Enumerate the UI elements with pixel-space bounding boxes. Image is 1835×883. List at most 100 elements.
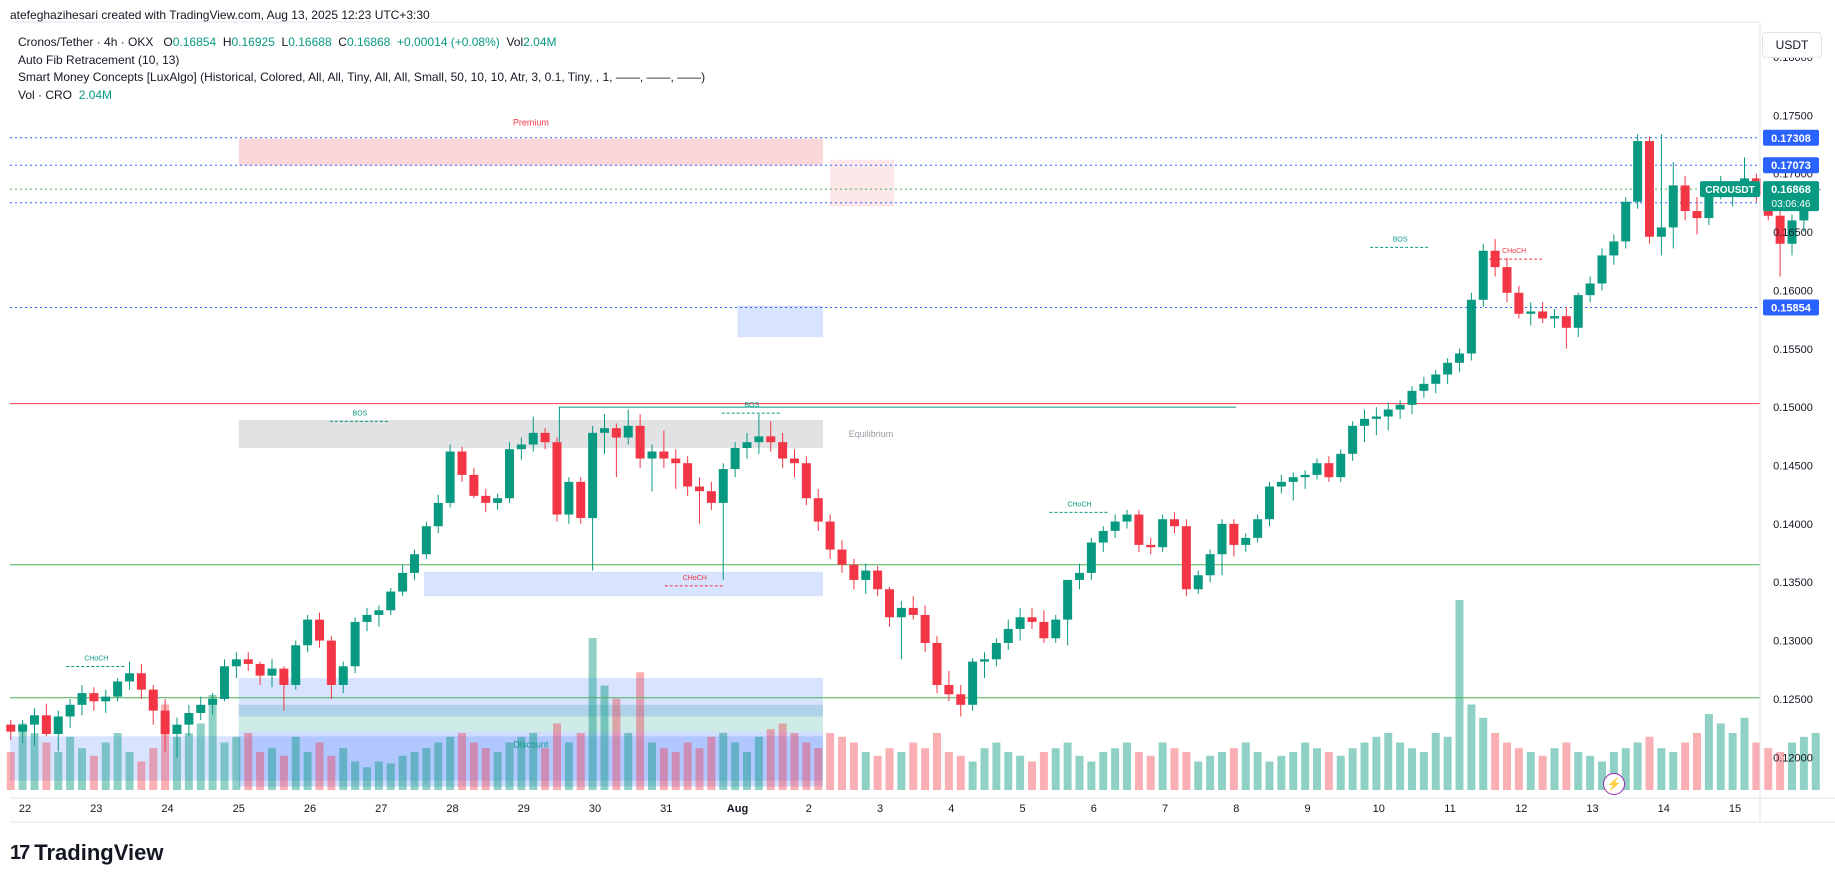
high-label: H xyxy=(222,35,232,49)
candle-down xyxy=(315,619,324,641)
volume-bar xyxy=(149,748,158,790)
candle-up xyxy=(113,681,123,697)
volume-bar xyxy=(1669,752,1678,790)
volume-bar xyxy=(564,742,573,790)
currency-selector-button[interactable]: USDT xyxy=(1762,32,1822,58)
x-tick-label: 10 xyxy=(1373,803,1385,815)
volume-bar xyxy=(481,748,490,790)
candle-up xyxy=(1478,250,1488,300)
volume-bar xyxy=(1146,755,1155,790)
volume-bar xyxy=(446,736,455,790)
volume-bar xyxy=(778,723,787,790)
volume-bar xyxy=(814,748,823,790)
price-label-box xyxy=(1763,129,1819,146)
symbol-info[interactable]: Cronos/Tether · 4h · OKX xyxy=(18,35,154,49)
volume-bar xyxy=(30,733,39,790)
volume-bar xyxy=(1586,755,1595,790)
x-tick-label: 7 xyxy=(1162,803,1168,815)
candle-up xyxy=(1205,554,1215,576)
candle-down xyxy=(576,481,586,519)
candle-up xyxy=(1312,463,1322,475)
x-tick-label: 12 xyxy=(1515,803,1527,815)
countdown-value: 03:06:46 xyxy=(1772,199,1811,210)
volume-bar xyxy=(921,748,930,790)
indicator-volume[interactable]: Vol · CRO 2.04M xyxy=(18,87,705,105)
volume-bar xyxy=(1681,742,1690,790)
volume-bar xyxy=(42,742,51,790)
candle-up xyxy=(730,448,740,470)
x-tick-label: 23 xyxy=(90,803,102,815)
volume-bar xyxy=(339,748,348,790)
candle-up xyxy=(362,614,372,622)
candle-up xyxy=(386,591,396,611)
y-tick-label: 0.14500 xyxy=(1773,461,1813,473)
candle-up xyxy=(1455,353,1464,363)
x-tick-label: 9 xyxy=(1304,803,1310,815)
candle-up xyxy=(1098,530,1108,543)
volume-bar xyxy=(1621,748,1630,790)
volume-bar xyxy=(1811,733,1820,790)
indicator-smc[interactable]: Smart Money Concepts [LuxAlgo] (Historic… xyxy=(18,70,706,84)
candle-up xyxy=(1265,486,1274,520)
structure-labels: BOSCHoCHCHoCHBOSBOSCHoCHCHoCHBOSCHoCH xyxy=(66,236,1545,667)
volume-bar xyxy=(1087,761,1096,790)
candles xyxy=(6,134,1821,758)
indicator-volume-value: 2.04M xyxy=(78,87,113,102)
volume-bar xyxy=(541,748,550,790)
lightning-icon[interactable]: ⚡ xyxy=(1603,773,1625,795)
volume-bar xyxy=(1360,742,1369,790)
volume-value: 2.04M xyxy=(523,35,557,49)
volume-bar xyxy=(1277,755,1286,790)
candle-down xyxy=(89,693,99,702)
candle-up xyxy=(18,724,28,732)
candle-down xyxy=(778,442,788,459)
volume-bar xyxy=(386,763,395,790)
candle-down xyxy=(766,436,776,443)
volume-bar xyxy=(1039,752,1048,790)
volume-bar xyxy=(1467,704,1476,790)
volume-bar xyxy=(743,752,751,790)
smc-zones: Premium Equilibrium Discount xyxy=(10,118,895,787)
candle-up xyxy=(291,645,301,685)
candle-up xyxy=(647,451,657,459)
volume-bar xyxy=(1123,742,1131,790)
candle-down xyxy=(1134,514,1144,545)
volume-bar xyxy=(6,752,15,790)
candle-up xyxy=(1276,481,1286,487)
x-tick-label: 28 xyxy=(446,803,458,815)
y-tick-label: 0.14000 xyxy=(1773,519,1813,531)
volume-bar xyxy=(695,748,704,790)
volume-bar xyxy=(659,748,668,790)
volume-bar xyxy=(493,752,502,790)
candle-up xyxy=(1063,579,1073,620)
candle-up xyxy=(1704,192,1714,219)
structure-label-bos: BOS xyxy=(744,402,759,409)
indicator-fib[interactable]: Auto Fib Retracement (10, 13) xyxy=(18,52,180,67)
candle-down xyxy=(1039,621,1049,639)
volume-bar xyxy=(1289,752,1298,790)
candle-down xyxy=(41,715,51,734)
candle-down xyxy=(671,458,681,464)
y-tick-label: 0.12000 xyxy=(1773,752,1813,764)
candle-down xyxy=(611,428,621,438)
candle-down xyxy=(255,663,265,676)
symbol-ohlc-row[interactable]: Cronos/Tether · 4h · OKX O0.16854 H0.169… xyxy=(18,34,705,52)
volume-bar xyxy=(624,733,633,790)
x-tick-label: 31 xyxy=(660,803,672,815)
candle-up xyxy=(1300,474,1310,478)
price-label-value: 0.15854 xyxy=(1771,302,1812,314)
candle-down xyxy=(1538,311,1548,319)
candle-down xyxy=(1775,215,1785,244)
candle-up xyxy=(1122,514,1132,522)
tradingview-logo[interactable]: 17 TradingView xyxy=(10,840,163,866)
candle-up xyxy=(1656,227,1666,237)
candle-up xyxy=(421,526,431,555)
volume-bar xyxy=(469,742,478,790)
price-label-value: 0.17308 xyxy=(1771,133,1811,145)
volume-label: Vol xyxy=(506,35,524,49)
x-tick-label: 24 xyxy=(161,803,173,815)
candle-up xyxy=(433,502,443,527)
x-tick-label: 14 xyxy=(1658,803,1670,815)
candle-up xyxy=(1371,416,1381,419)
